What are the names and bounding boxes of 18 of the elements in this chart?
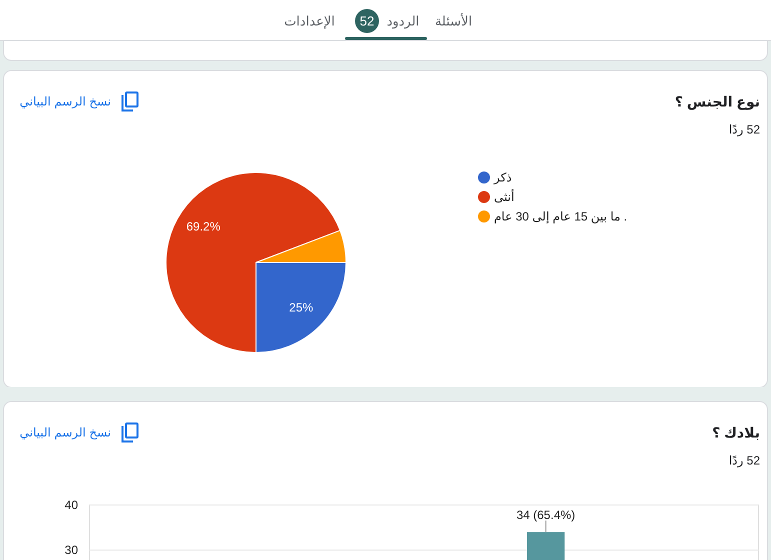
legend-label: أنثى [494,188,514,204]
text: 52 [360,14,374,28]
text: الإعدادات [284,14,335,30]
legend-label: ما بين 15 عام إلى 30 عام . [494,209,628,223]
data-label: 25% [289,300,314,314]
chart-title: بلادك ؟ [712,424,760,442]
text: نسخ الرسم البياني [20,94,111,109]
text: الأسئلة [434,12,472,28]
y-tick-label: 30 [64,542,78,557]
text: 52 ردًا [728,122,760,138]
data-label: 34 (65.4%) [516,508,576,522]
text: نسخ الرسم البياني [20,425,111,440]
legend-label: ذكر [493,170,512,184]
chart-subtitle: 52 ردًا [728,454,760,468]
text: نوع الجنس ؟ [674,92,760,110]
data-label: 69.2% [186,218,221,233]
text: الردود [386,14,420,30]
y-tick-label: 40 [64,498,78,512]
